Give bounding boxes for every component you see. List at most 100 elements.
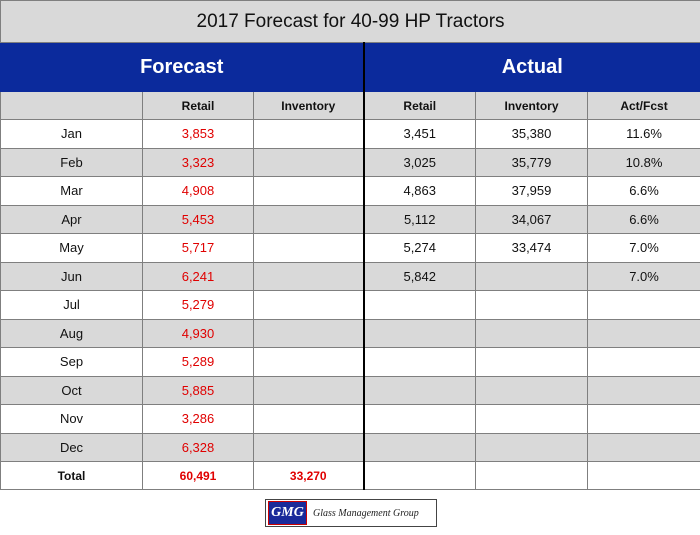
forecast-inventory-cell (253, 432, 364, 462)
month-cell: May (0, 233, 143, 263)
table-row: Apr 5,453 5,112 34,067 6.6% (0, 204, 700, 234)
actual-inventory-cell: 37,959 (475, 176, 588, 206)
forecast-retail-cell: 4,930 (142, 318, 254, 348)
forecast-band-header: Forecast (0, 42, 364, 92)
table-row: Sep 5,289 (0, 347, 700, 377)
actual-retail-cell (362, 290, 476, 320)
total-act-fcst (586, 461, 700, 490)
actual-retail-cell: 5,842 (362, 261, 476, 291)
actual-retail-cell: 5,274 (362, 233, 476, 263)
col-header-act-fcst: Act/Fcst (586, 91, 700, 120)
month-cell: Feb (0, 147, 143, 177)
forecast-inventory-cell (253, 318, 364, 348)
total-label: Total (0, 461, 143, 490)
total-actual-inventory (475, 461, 588, 490)
col-header-forecast-retail: Retail (142, 91, 254, 120)
actual-inventory-cell: 35,380 (475, 119, 588, 149)
table-row: Feb 3,323 3,025 35,779 10.8% (0, 147, 700, 177)
actual-inventory-cell: 34,067 (475, 204, 588, 234)
forecast-retail-cell: 5,453 (142, 204, 254, 234)
col-header-forecast-inventory: Inventory (253, 91, 364, 120)
actual-retail-cell (362, 318, 476, 348)
gmg-logo-mark: GMG (268, 501, 307, 525)
act-fcst-cell: 7.0% (586, 261, 700, 291)
month-cell: Jul (0, 290, 143, 320)
table-row: Jan 3,853 3,451 35,380 11.6% (0, 119, 700, 149)
forecast-inventory-cell (253, 147, 364, 177)
forecast-retail-cell: 5,885 (142, 375, 254, 405)
actual-inventory-cell (475, 404, 588, 434)
month-cell: Sep (0, 347, 143, 377)
act-fcst-cell (586, 290, 700, 320)
total-forecast-inventory: 33,270 (253, 461, 364, 490)
forecast-inventory-cell (253, 375, 364, 405)
table-row: Aug 4,930 (0, 318, 700, 348)
actual-retail-cell: 5,112 (362, 204, 476, 234)
act-fcst-cell: 11.6% (586, 119, 700, 149)
table-row: May 5,717 5,274 33,474 7.0% (0, 233, 700, 263)
total-actual-retail (362, 461, 476, 490)
forecast-table: 2017 Forecast for 40-99 HP Tractors Fore… (0, 0, 700, 490)
forecast-table-container: 2017 Forecast for 40-99 HP Tractors Fore… (0, 0, 700, 490)
actual-inventory-cell (475, 318, 588, 348)
month-cell: Oct (0, 375, 143, 405)
forecast-inventory-cell (253, 233, 364, 263)
table-row: Nov 3,286 (0, 404, 700, 434)
forecast-inventory-cell (253, 290, 364, 320)
act-fcst-cell (586, 375, 700, 405)
actual-inventory-cell (475, 432, 588, 462)
actual-retail-cell (362, 432, 476, 462)
table-row: Jul 5,279 (0, 290, 700, 320)
col-header-actual-retail: Retail (362, 91, 476, 120)
gmg-logo: GMG Glass Management Group (265, 499, 437, 527)
act-fcst-cell (586, 432, 700, 462)
act-fcst-cell (586, 404, 700, 434)
act-fcst-cell: 10.8% (586, 147, 700, 177)
forecast-retail-cell: 5,279 (142, 290, 254, 320)
actual-inventory-cell (475, 290, 588, 320)
forecast-inventory-cell (253, 347, 364, 377)
col-header-actual-inventory: Inventory (475, 91, 588, 120)
actual-retail-cell: 3,025 (362, 147, 476, 177)
forecast-retail-cell: 5,717 (142, 233, 254, 263)
forecast-inventory-cell (253, 119, 364, 149)
forecast-inventory-cell (253, 176, 364, 206)
table-title: 2017 Forecast for 40-99 HP Tractors (0, 0, 700, 43)
actual-retail-cell (362, 375, 476, 405)
actual-band-header: Actual (362, 42, 700, 92)
actual-inventory-cell (475, 375, 588, 405)
month-cell: Jan (0, 119, 143, 149)
table-row: Mar 4,908 4,863 37,959 6.6% (0, 176, 700, 206)
actual-inventory-cell (475, 347, 588, 377)
actual-retail-cell (362, 347, 476, 377)
actual-inventory-cell: 35,779 (475, 147, 588, 177)
forecast-retail-cell: 5,289 (142, 347, 254, 377)
gmg-logo-text: Glass Management Group (313, 507, 419, 519)
act-fcst-cell (586, 347, 700, 377)
month-cell: Aug (0, 318, 143, 348)
table-row: Oct 5,885 (0, 375, 700, 405)
actual-retail-cell: 3,451 (362, 119, 476, 149)
act-fcst-cell: 7.0% (586, 233, 700, 263)
table-row: Dec 6,328 (0, 432, 700, 462)
forecast-retail-cell: 6,328 (142, 432, 254, 462)
forecast-inventory-cell (253, 204, 364, 234)
month-cell: Mar (0, 176, 143, 206)
actual-retail-cell: 4,863 (362, 176, 476, 206)
actual-inventory-cell: 33,474 (475, 233, 588, 263)
forecast-retail-cell: 3,323 (142, 147, 254, 177)
month-cell: Nov (0, 404, 143, 434)
actual-retail-cell (362, 404, 476, 434)
actual-inventory-cell (475, 261, 588, 291)
forecast-inventory-cell (253, 261, 364, 291)
forecast-retail-cell: 4,908 (142, 176, 254, 206)
month-cell: Apr (0, 204, 143, 234)
col-header-month (0, 91, 143, 120)
forecast-retail-cell: 3,853 (142, 119, 254, 149)
month-cell: Dec (0, 432, 143, 462)
table-row: Jun 6,241 5,842 7.0% (0, 261, 700, 291)
forecast-retail-cell: 3,286 (142, 404, 254, 434)
forecast-inventory-cell (253, 404, 364, 434)
act-fcst-cell: 6.6% (586, 204, 700, 234)
forecast-retail-cell: 6,241 (142, 261, 254, 291)
